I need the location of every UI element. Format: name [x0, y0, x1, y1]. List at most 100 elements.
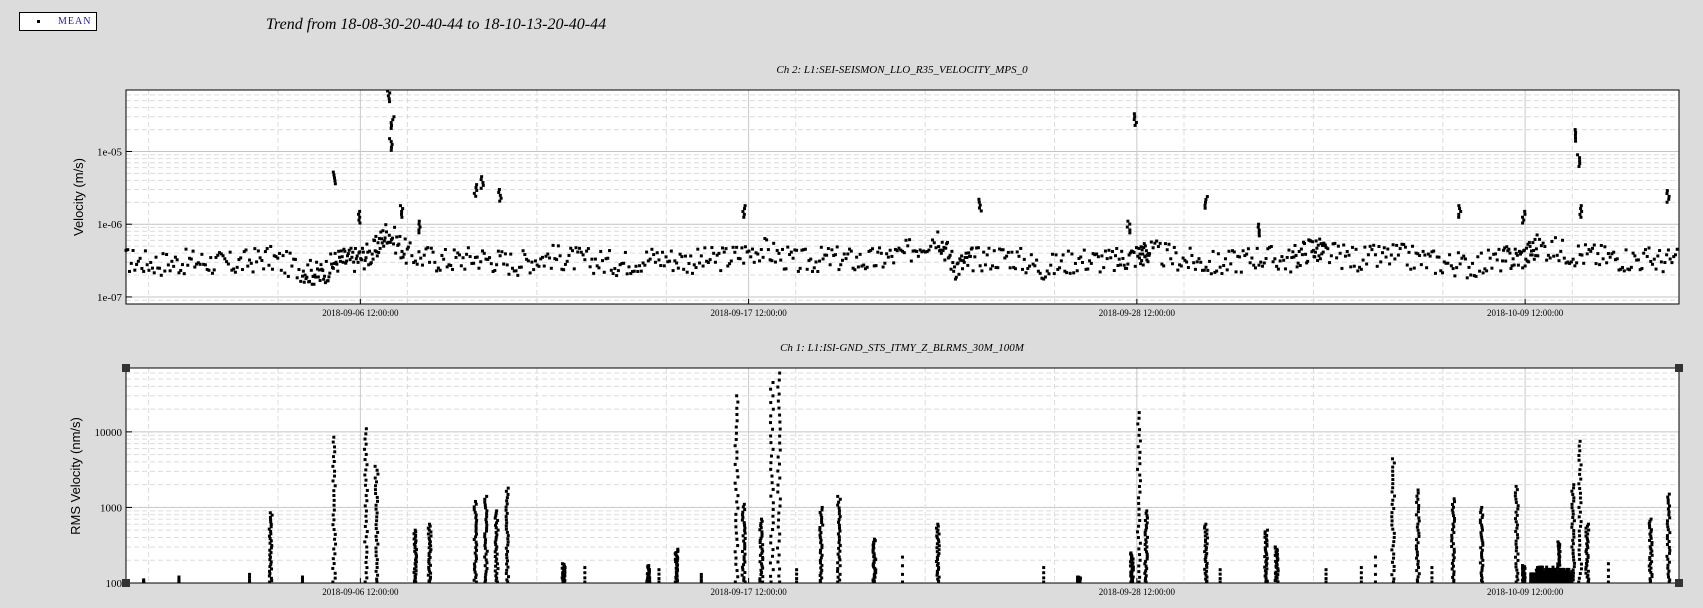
data-point: [535, 263, 539, 267]
resize-handle[interactable]: [122, 579, 130, 587]
data-point: [1384, 255, 1388, 259]
data-point: [484, 552, 488, 556]
data-point: [578, 246, 582, 250]
data-point: [977, 197, 981, 201]
chart-title-ch2: Ch 2: L1:SEI-SEISMON_LLO_R35_VELOCITY_MP…: [776, 64, 1028, 76]
data-point: [364, 256, 368, 260]
y-tick-label: 1e-06: [97, 219, 123, 231]
data-point: [742, 539, 746, 543]
data-point: [1480, 526, 1484, 530]
data-point: [131, 248, 135, 252]
data-point: [982, 250, 986, 254]
data-point: [1375, 264, 1379, 268]
resize-handle[interactable]: [1675, 364, 1683, 372]
data-point: [953, 265, 957, 269]
data-point: [1059, 259, 1063, 263]
data-point: [1577, 529, 1581, 533]
data-point: [494, 547, 498, 551]
data-point: [800, 248, 804, 252]
data-point: [479, 178, 483, 182]
data-point: [629, 271, 633, 275]
data-point: [1417, 535, 1421, 539]
data-point: [1171, 262, 1175, 266]
data-point: [1079, 255, 1083, 259]
data-point: [722, 250, 726, 254]
data-point: [484, 578, 488, 582]
data-point: [175, 258, 179, 262]
data-point: [967, 251, 971, 255]
data-point: [819, 556, 823, 560]
data-point: [364, 535, 368, 539]
data-point: [623, 250, 627, 254]
data-point: [221, 254, 225, 258]
data-point: [1452, 547, 1456, 551]
data-point: [281, 254, 285, 258]
data-point: [937, 552, 941, 556]
data-point: [1667, 569, 1671, 573]
data-point: [484, 569, 488, 573]
data-point: [428, 556, 432, 560]
data-point: [1262, 261, 1266, 265]
data-point: [1666, 572, 1670, 576]
y-tick-label: 10000: [95, 427, 123, 439]
resize-handle[interactable]: [1675, 579, 1683, 587]
data-point: [1143, 562, 1147, 566]
data-point: [364, 571, 368, 575]
data-point: [1558, 567, 1562, 571]
data-point: [456, 251, 460, 255]
data-point: [312, 282, 316, 286]
data-point: [1416, 497, 1420, 501]
data-point: [483, 535, 487, 539]
resize-handle[interactable]: [122, 364, 130, 372]
data-point: [627, 265, 631, 269]
data-point: [1527, 260, 1531, 264]
data-point: [1309, 239, 1313, 243]
data-point: [1463, 257, 1467, 261]
data-point: [387, 233, 391, 237]
data-point: [483, 580, 487, 584]
data-point: [743, 542, 747, 546]
data-point: [506, 486, 510, 490]
data-point: [1321, 250, 1325, 254]
data-point: [1516, 263, 1520, 267]
data-point: [1480, 576, 1484, 580]
data-point: [1425, 266, 1429, 270]
data-point: [1199, 260, 1203, 264]
data-point: [1188, 246, 1192, 250]
x-tick-label: 2018-10-09 12:00:00: [1487, 587, 1564, 597]
data-point: [1543, 245, 1547, 249]
data-point: [1218, 568, 1222, 572]
data-point: [743, 580, 747, 584]
data-point: [406, 245, 410, 249]
data-point: [936, 522, 940, 526]
data-point: [1015, 250, 1019, 254]
data-point: [736, 575, 740, 579]
data-point: [959, 258, 963, 262]
data-point: [1504, 259, 1508, 263]
data-point: [494, 574, 498, 578]
data-point: [1501, 259, 1505, 263]
data-point: [1488, 256, 1492, 260]
data-point: [1122, 263, 1126, 267]
data-point: [970, 246, 974, 250]
data-point: [1568, 261, 1572, 265]
data-point: [414, 530, 418, 534]
data-point: [505, 562, 509, 566]
data-point: [1650, 575, 1654, 579]
data-point: [728, 262, 732, 266]
data-point: [156, 266, 160, 270]
data-point: [878, 246, 882, 250]
data-point: [935, 542, 939, 546]
data-point: [776, 399, 780, 403]
data-point: [897, 246, 901, 250]
data-point: [769, 414, 773, 418]
data-point: [778, 427, 782, 431]
data-point: [338, 255, 342, 259]
data-point: [1285, 255, 1289, 259]
data-point: [333, 552, 337, 556]
data-point: [374, 554, 378, 558]
data-point: [427, 522, 431, 526]
data-point: [389, 238, 393, 242]
data-point: [1570, 570, 1574, 574]
data-point: [604, 257, 608, 261]
